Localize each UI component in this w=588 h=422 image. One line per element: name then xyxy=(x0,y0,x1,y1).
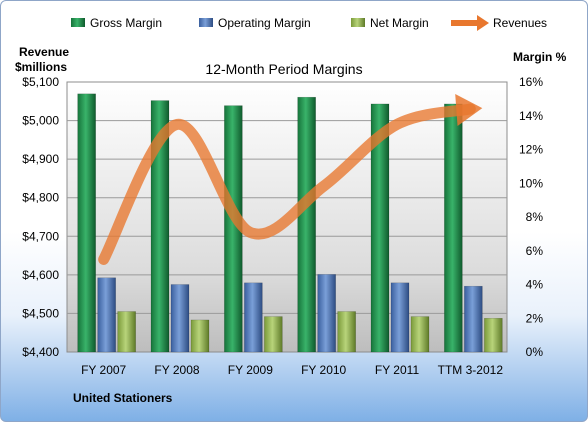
operating-margin-bar xyxy=(244,282,263,353)
operating-margin-bar xyxy=(170,284,190,353)
left-axis-tick-label: $4,800 xyxy=(22,191,59,205)
gross-margin-bar xyxy=(297,96,316,353)
operating-margin-bar xyxy=(390,282,410,353)
left-axis-label-line2: $millions xyxy=(15,60,67,74)
left-axis-ticks: $4,400 $4,500 $4,600 $4,700 $4,800 $4,900 $5,0… xyxy=(22,75,59,359)
net-margin-bar xyxy=(264,316,283,353)
right-axis-tick-label: 6% xyxy=(526,244,544,258)
revenues-line-layer xyxy=(98,94,483,265)
gross-margin-bar xyxy=(370,103,390,353)
category-label: FY 2011 xyxy=(375,363,420,377)
legend-swatch-net-margin xyxy=(351,18,365,27)
category-label: FY 2008 xyxy=(154,363,199,377)
legend-label-operating-margin: Operating Margin xyxy=(218,16,311,30)
right-axis-tick-label: 10% xyxy=(519,176,543,190)
grid-lines xyxy=(67,120,507,314)
gross-margin-bar xyxy=(77,93,96,353)
left-axis-tick-label: $4,900 xyxy=(22,152,59,166)
left-axis-tick-label: $4,700 xyxy=(22,229,59,243)
operating-margin-bar xyxy=(97,277,116,353)
legend-label-revenues: Revenues xyxy=(493,16,547,30)
right-axis-tick-label: 14% xyxy=(519,109,543,123)
chart-title: 12-Month Period Margins xyxy=(205,61,362,77)
legend-label-net-margin: Net Margin xyxy=(370,16,429,30)
revenues-arrowhead xyxy=(455,94,483,126)
bars xyxy=(77,93,503,353)
legend-item-gross-margin: Gross Margin xyxy=(71,16,162,30)
left-axis-tick-label: $5,100 xyxy=(22,75,59,89)
right-axis-tick-label: 8% xyxy=(526,210,544,224)
right-axis-label: Margin % xyxy=(513,50,567,64)
operating-margin-bar xyxy=(317,274,336,353)
left-axis-tick-label: $4,400 xyxy=(22,345,59,359)
right-axis-tick-label: 2% xyxy=(526,311,544,325)
net-margin-bar xyxy=(337,311,356,353)
category-label: TTM 3-2012 xyxy=(438,363,504,377)
net-margin-bar xyxy=(410,316,430,353)
right-axis-ticks: 0% 2% 4% 6% 8% 10% 12% 14% 16% xyxy=(519,75,543,359)
company-name: United Stationers xyxy=(73,391,173,405)
revenues-line xyxy=(98,103,476,265)
right-axis-tick-label: 0% xyxy=(526,345,544,359)
legend-swatch-gross-margin xyxy=(71,18,85,27)
right-axis-tick-label: 4% xyxy=(526,278,544,292)
gross-margin-bar xyxy=(444,103,463,353)
legend: Gross Margin Operating Margin Net Margin… xyxy=(71,15,547,31)
right-axis-tick-label: 16% xyxy=(519,75,543,89)
legend-swatch-operating-margin xyxy=(199,18,213,27)
left-axis-tick-label: $5,000 xyxy=(22,114,59,128)
net-margin-bar xyxy=(190,319,210,353)
category-label: FY 2007 xyxy=(81,363,126,377)
left-axis-label-line1: Revenue xyxy=(19,45,69,59)
operating-margin-bar xyxy=(464,285,483,353)
net-margin-bar xyxy=(484,318,503,353)
legend-arrow-revenues xyxy=(477,15,489,31)
category-label: FY 2010 xyxy=(301,363,346,377)
gross-margin-bar xyxy=(150,100,170,353)
legend-item-revenues: Revenues xyxy=(451,15,547,31)
legend-item-net-margin: Net Margin xyxy=(351,16,429,30)
legend-label-gross-margin: Gross Margin xyxy=(90,16,162,30)
net-margin-bar xyxy=(117,311,136,353)
left-axis-tick-label: $4,500 xyxy=(22,306,59,320)
category-label: FY 2009 xyxy=(228,363,273,377)
category-labels: FY 2007 FY 2008 FY 2009 FY 2010 FY 2011 TTM 3… xyxy=(81,363,503,377)
right-axis-tick-label: 12% xyxy=(519,143,543,157)
legend-item-operating-margin: Operating Margin xyxy=(199,16,311,30)
left-axis-tick-label: $4,600 xyxy=(22,268,59,282)
